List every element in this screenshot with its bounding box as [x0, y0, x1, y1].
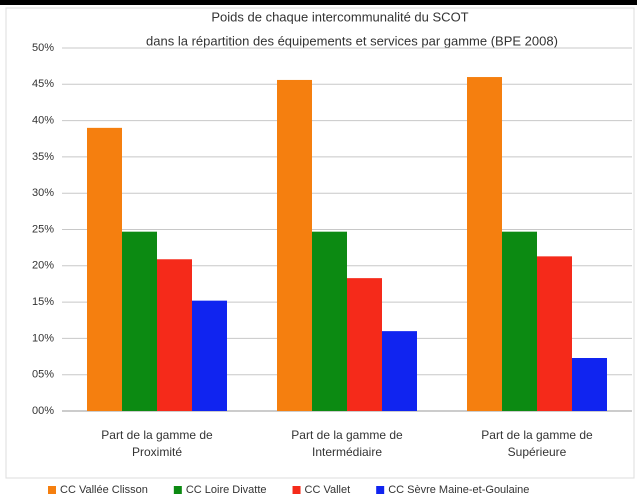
x-tick-label: Part de la gamme de Intermédiaire: [291, 428, 403, 459]
bar: [312, 231, 347, 411]
legend-label: CC Loire Divatte: [186, 484, 267, 496]
y-tick-label: 05%: [32, 369, 54, 381]
legend-swatch: [292, 486, 301, 494]
bar: [157, 259, 192, 411]
bar: [87, 127, 122, 412]
y-tick-label: 10%: [32, 332, 54, 344]
y-tick-label: 40%: [32, 115, 54, 127]
bar: [192, 300, 227, 411]
y-tick-label: 50%: [32, 42, 54, 54]
legend-swatch: [48, 486, 56, 494]
bar: [467, 77, 502, 411]
y-tick-label: 00%: [32, 405, 54, 417]
x-tick-label: Part de la gamme de Proximité: [101, 428, 213, 459]
bar: [537, 256, 572, 411]
chart-frame: [5, 7, 635, 479]
bar: [382, 331, 417, 411]
y-tick-label: 15%: [32, 296, 54, 308]
legend-label: CC Vallée Clisson: [60, 484, 148, 496]
legend-label: CC Vallet: [305, 484, 351, 496]
top-band: [0, 0, 637, 5]
y-tick-label: 25%: [32, 223, 54, 235]
x-tick-label: Part de la gamme de Supérieure: [481, 428, 593, 459]
chart-title: Poids de chaque intercommunalité du SCOT: [211, 9, 468, 24]
bar: [347, 278, 382, 411]
y-tick-label: 20%: [32, 260, 54, 272]
y-tick-label: 30%: [32, 187, 54, 199]
bar: [502, 231, 537, 411]
chart-title: dans la répartition des équipements et s…: [146, 33, 558, 48]
y-tick-label: 35%: [32, 151, 54, 163]
bar: [277, 79, 312, 411]
legend-swatch: [173, 486, 182, 494]
bar: [122, 231, 157, 411]
legend-label: CC Sèvre Maine-et-Goulaine: [388, 484, 529, 496]
y-tick-label: 45%: [32, 78, 54, 90]
legend-swatch: [376, 486, 385, 494]
bar: [572, 358, 607, 411]
